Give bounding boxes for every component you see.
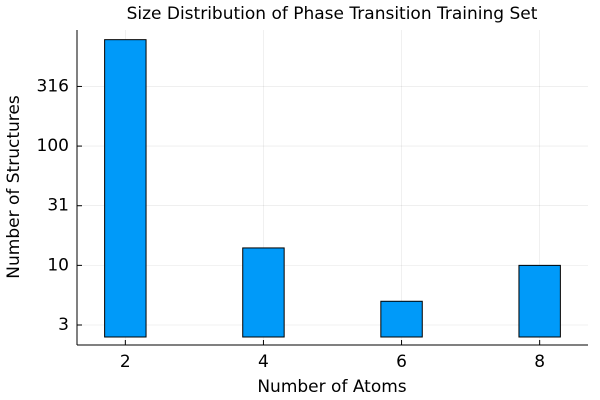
x-tick-label: 4	[258, 352, 269, 372]
y-tick-label: 31	[47, 196, 69, 216]
y-tick-label: 316	[37, 76, 69, 96]
bar	[518, 264, 561, 338]
bar	[104, 39, 147, 338]
bar	[242, 247, 285, 338]
x-axis-label: Number of Atoms	[257, 377, 406, 397]
y-axis-label: Number of Structures	[4, 95, 24, 279]
x-tick-label: 8	[534, 352, 545, 372]
x-tick-label: 2	[120, 352, 131, 372]
x-tick-label: 6	[396, 352, 407, 372]
y-tick-label: 3	[58, 315, 69, 335]
bar	[380, 300, 423, 338]
y-tick-label: 10	[47, 255, 69, 275]
chart-title: Size Distribution of Phase Transition Tr…	[127, 4, 538, 24]
y-tick-label: 100	[37, 136, 69, 156]
